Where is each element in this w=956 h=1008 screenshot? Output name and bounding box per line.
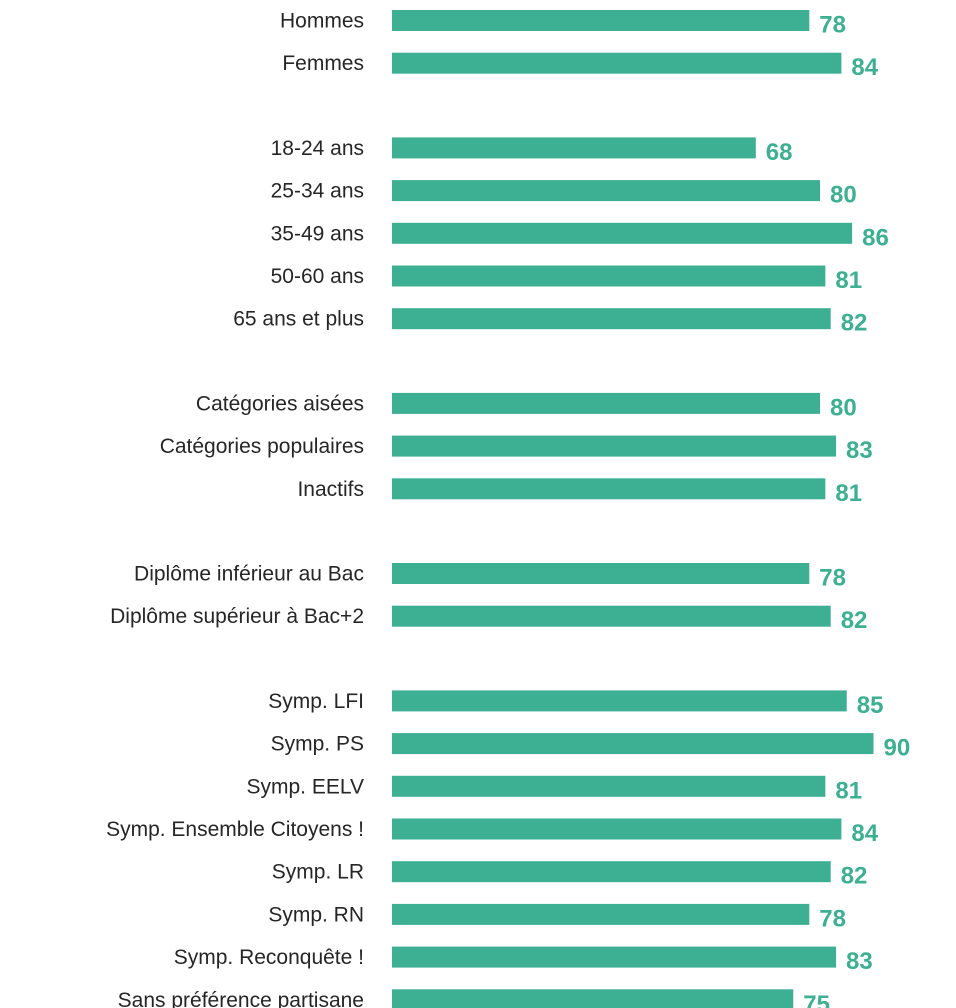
- bar-50-60-ans: [392, 265, 826, 287]
- bar-categories-populaires: [392, 435, 837, 457]
- category-label-symp-eelv: Symp. EELV: [247, 775, 365, 798]
- category-label-18-24-ans: 18-24 ans: [271, 137, 364, 160]
- bar-symp-ps: [392, 733, 874, 755]
- value-label-femmes: 84: [851, 54, 878, 81]
- value-label-symp-rn: 78: [819, 905, 846, 932]
- category-label-symp-lfi: Symp. LFI: [268, 690, 364, 713]
- value-label-categories-aisees: 80: [830, 394, 857, 421]
- value-label-diplome-superieur-a-bac-2: 82: [841, 607, 868, 634]
- bar-femmes: [392, 52, 842, 74]
- bar-sans-preference-partisane: [392, 989, 794, 1008]
- bar-18-24-ans: [392, 137, 756, 159]
- category-label-diplome-inferieur-au-bac: Diplôme inférieur au Bac: [134, 563, 364, 586]
- category-label-diplome-superieur-a-bac-2: Diplôme supérieur à Bac+2: [110, 605, 364, 628]
- category-label-65-ans-et-plus: 65 ans et plus: [233, 308, 364, 331]
- value-label-25-34-ans: 80: [830, 182, 857, 209]
- bar-symp-lfi: [392, 690, 847, 712]
- value-label-50-60-ans: 81: [835, 267, 862, 294]
- category-label-symp-reconquete: Symp. Reconquête !: [174, 946, 364, 969]
- bar-diplome-superieur-a-bac-2: [392, 605, 831, 627]
- value-label-symp-lr: 82: [841, 863, 868, 890]
- bar-symp-rn: [392, 903, 810, 925]
- bars: [392, 10, 874, 1008]
- bar-symp-reconquete: [392, 946, 837, 968]
- category-label-25-34-ans: 25-34 ans: [271, 180, 364, 203]
- value-label-symp-reconquete: 83: [846, 948, 873, 975]
- category-label-sans-preference-partisane: Sans préférence partisane: [118, 989, 364, 1008]
- bar-35-49-ans: [392, 222, 853, 244]
- category-label-symp-ensemble-citoyens: Symp. Ensemble Citoyens !: [106, 818, 364, 841]
- bar-25-34-ans: [392, 180, 820, 202]
- value-label-diplome-inferieur-au-bac: 78: [819, 565, 846, 592]
- category-label-femmes: Femmes: [282, 52, 364, 75]
- category-label-inactifs: Inactifs: [297, 478, 364, 501]
- bar-symp-lr: [392, 861, 831, 883]
- category-labels: Hommes Femmes 18-24 ans 25-34 ans 35-49 ans 5…: [106, 10, 364, 1008]
- value-label-hommes: 78: [819, 12, 846, 39]
- value-label-symp-ps: 90: [884, 735, 911, 762]
- category-label-categories-populaires: Catégories populaires: [160, 435, 364, 458]
- bar-symp-eelv: [392, 775, 826, 797]
- value-label-sans-preference-partisane: 75: [803, 991, 830, 1008]
- category-label-symp-lr: Symp. LR: [272, 861, 364, 884]
- value-label-35-49-ans: 86: [862, 224, 889, 251]
- value-label-18-24-ans: 68: [766, 139, 793, 166]
- value-label-categories-populaires: 83: [846, 437, 873, 464]
- category-label-hommes: Hommes: [280, 10, 364, 33]
- value-label-65-ans-et-plus: 82: [841, 310, 868, 337]
- bar-hommes: [392, 10, 810, 31]
- category-label-symp-rn: Symp. RN: [268, 903, 364, 926]
- value-label-symp-ensemble-citoyens: 84: [851, 820, 878, 847]
- category-label-35-49-ans: 35-49 ans: [271, 222, 364, 245]
- bar-65-ans-et-plus: [392, 308, 831, 330]
- bar-diplome-inferieur-au-bac: [392, 563, 810, 584]
- category-label-categories-aisees: Catégories aisées: [196, 392, 364, 415]
- value-label-symp-lfi: 85: [857, 692, 884, 719]
- category-label-symp-ps: Symp. PS: [271, 733, 364, 756]
- value-label-inactifs: 81: [835, 480, 862, 507]
- bar-symp-ensemble-citoyens: [392, 818, 842, 840]
- bar-inactifs: [392, 478, 826, 500]
- value-label-symp-eelv: 81: [835, 777, 862, 804]
- bar-categories-aisees: [392, 392, 820, 414]
- category-label-50-60-ans: 50-60 ans: [271, 265, 364, 288]
